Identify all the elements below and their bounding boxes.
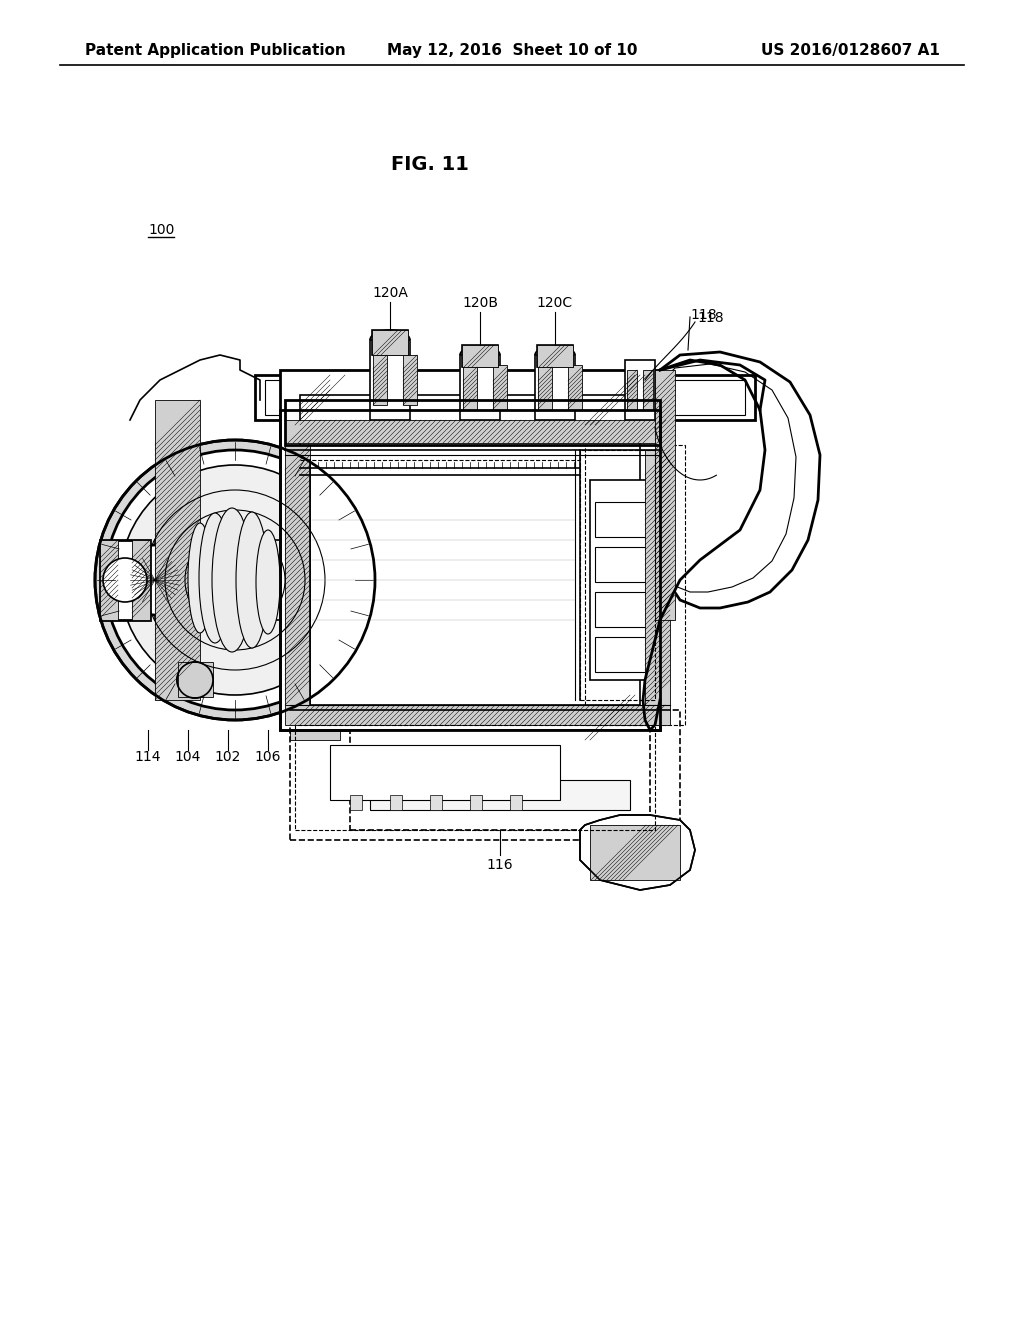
Ellipse shape <box>182 540 208 620</box>
Text: 120B: 120B <box>462 296 498 310</box>
Bar <box>430 795 442 810</box>
Text: 100: 100 <box>148 223 174 238</box>
Text: 120C: 120C <box>537 296 573 310</box>
Bar <box>403 355 417 405</box>
Bar <box>330 744 560 800</box>
Bar <box>462 345 498 367</box>
Bar <box>370 341 410 420</box>
Text: 116: 116 <box>486 858 513 873</box>
Text: US 2016/0128607 A1: US 2016/0128607 A1 <box>761 42 940 58</box>
Bar <box>590 825 680 880</box>
Circle shape <box>177 663 213 698</box>
Bar <box>290 420 630 700</box>
Bar <box>255 375 755 420</box>
Bar <box>290 710 680 840</box>
Bar <box>537 345 573 367</box>
Bar <box>580 375 650 425</box>
Bar <box>132 540 150 620</box>
Bar <box>350 730 650 830</box>
Bar <box>100 540 150 620</box>
Bar <box>290 375 350 425</box>
Bar <box>462 345 498 367</box>
Bar <box>627 370 637 411</box>
Bar <box>390 795 402 810</box>
Bar <box>285 705 670 725</box>
Ellipse shape <box>241 540 269 624</box>
Bar <box>595 591 650 627</box>
Bar <box>350 795 362 810</box>
Bar <box>460 355 500 420</box>
Bar <box>155 400 200 700</box>
Bar <box>290 696 340 741</box>
Bar <box>590 480 655 680</box>
Text: 118: 118 <box>690 308 717 322</box>
Circle shape <box>105 450 365 710</box>
Bar <box>372 330 408 355</box>
Bar <box>493 366 507 411</box>
Text: 104: 104 <box>175 750 201 764</box>
Ellipse shape <box>199 513 231 643</box>
Bar <box>625 360 655 420</box>
Polygon shape <box>660 352 820 609</box>
Bar <box>155 540 315 620</box>
Circle shape <box>120 465 350 696</box>
Ellipse shape <box>236 512 268 648</box>
Text: Patent Application Publication: Patent Application Publication <box>85 42 346 58</box>
Bar <box>510 795 522 810</box>
Bar <box>470 795 482 810</box>
Bar <box>537 345 573 367</box>
Bar <box>100 540 118 620</box>
Bar <box>370 780 630 810</box>
Ellipse shape <box>212 508 252 652</box>
Bar <box>280 411 660 730</box>
Ellipse shape <box>188 523 212 634</box>
Ellipse shape <box>259 546 278 618</box>
Bar <box>645 450 670 705</box>
Bar <box>178 663 213 697</box>
Bar <box>285 420 670 444</box>
Ellipse shape <box>219 540 241 615</box>
Circle shape <box>95 440 375 719</box>
Text: 102: 102 <box>215 750 242 764</box>
Bar <box>538 366 552 411</box>
Text: FIG. 11: FIG. 11 <box>391 156 469 174</box>
Bar <box>285 445 310 705</box>
Text: 106: 106 <box>255 750 282 764</box>
Bar <box>585 445 685 725</box>
Bar <box>285 400 660 445</box>
Bar <box>580 696 640 741</box>
Bar <box>568 366 582 411</box>
Text: 118: 118 <box>697 312 724 325</box>
Polygon shape <box>580 814 695 890</box>
Circle shape <box>103 558 147 602</box>
Bar <box>265 380 745 414</box>
Text: 120A: 120A <box>372 286 408 300</box>
Text: May 12, 2016  Sheet 10 of 10: May 12, 2016 Sheet 10 of 10 <box>387 42 637 58</box>
Bar <box>655 370 675 620</box>
Bar <box>643 370 653 411</box>
Circle shape <box>120 545 190 615</box>
Bar <box>535 355 575 420</box>
Bar <box>300 395 640 705</box>
Ellipse shape <box>256 531 280 634</box>
Bar <box>463 366 477 411</box>
Bar <box>280 370 660 730</box>
Bar <box>595 546 650 582</box>
Bar <box>595 502 650 537</box>
Bar <box>595 638 650 672</box>
Text: 114: 114 <box>135 750 161 764</box>
Bar <box>300 375 330 425</box>
Bar <box>372 330 408 355</box>
Circle shape <box>117 462 353 698</box>
Bar <box>373 355 387 405</box>
Ellipse shape <box>195 545 215 615</box>
